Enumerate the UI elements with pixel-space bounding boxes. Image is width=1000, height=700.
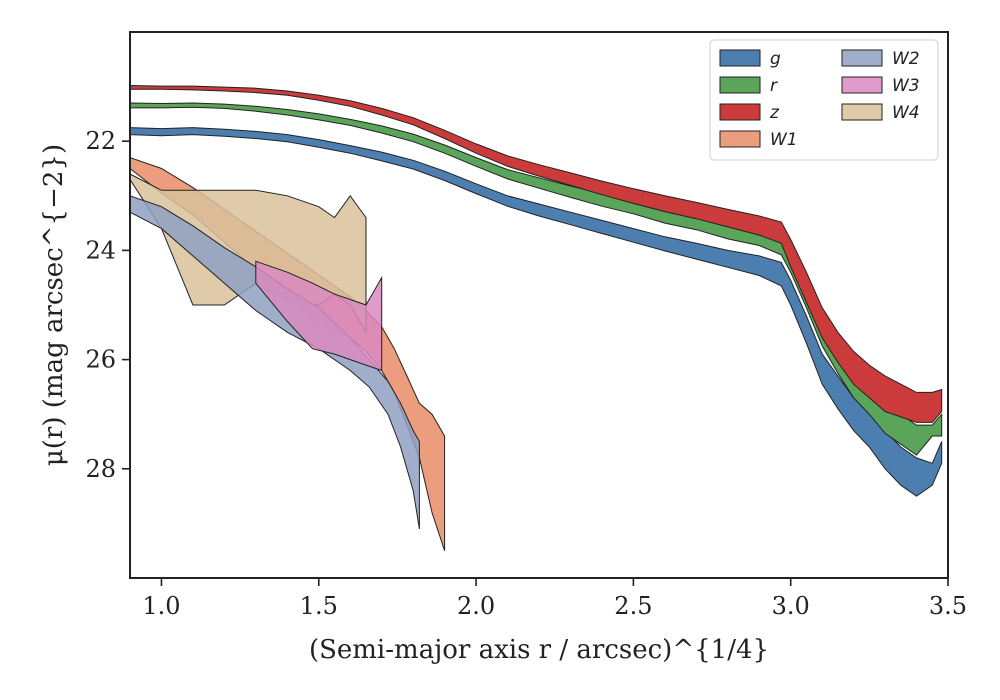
x-tick-label: 1.0 bbox=[142, 592, 180, 620]
band-g bbox=[130, 127, 943, 497]
x-axis-label: (Semi-major axis r / arcsec)^{1/4} bbox=[309, 635, 769, 665]
legend-swatch-w3 bbox=[841, 76, 883, 94]
legend-swatch-g bbox=[719, 49, 761, 67]
legend-label-w4: W4 bbox=[892, 103, 920, 123]
band-z bbox=[130, 84, 943, 423]
legend-swatch-z bbox=[719, 103, 761, 121]
y-axis-label: μ(r) (mag arcsec^{−2}) bbox=[39, 144, 69, 466]
y-tick-label: 22 bbox=[85, 127, 116, 155]
legend-swatch-w4 bbox=[841, 103, 883, 121]
y-tick-label: 24 bbox=[85, 236, 116, 264]
legend-label-z: z bbox=[769, 103, 780, 123]
legend-swatch-w2 bbox=[841, 49, 883, 67]
legend-label-w2: W2 bbox=[892, 49, 920, 69]
y-tick-label: 28 bbox=[85, 455, 116, 483]
legend-label-w1: W1 bbox=[770, 130, 798, 150]
legend: grz W1 W2 W3 W4 bbox=[709, 39, 939, 161]
x-tick-label: 1.5 bbox=[300, 592, 338, 620]
band-w3 bbox=[255, 260, 383, 372]
x-tick-label: 2.0 bbox=[457, 592, 495, 620]
legend-label-w3: W3 bbox=[892, 76, 920, 96]
y-tick-label: 26 bbox=[85, 346, 116, 374]
legend-label-g: g bbox=[770, 49, 781, 69]
legend-box bbox=[709, 39, 939, 161]
y-axis: 22 24 26 28 bbox=[85, 127, 130, 483]
plot-frame bbox=[129, 31, 949, 579]
x-tick-label: 3.5 bbox=[929, 592, 967, 620]
legend-swatch-w1 bbox=[719, 130, 761, 148]
legend-swatch-r bbox=[719, 76, 761, 94]
plot-area bbox=[130, 84, 943, 551]
x-tick-label: 3.0 bbox=[772, 592, 810, 620]
band-r bbox=[130, 102, 943, 456]
legend-label-r: r bbox=[770, 76, 778, 96]
x-tick-label: 2.5 bbox=[614, 592, 652, 620]
x-axis: 1.0 1.5 2.0 2.5 3.0 3.5 bbox=[142, 578, 967, 620]
